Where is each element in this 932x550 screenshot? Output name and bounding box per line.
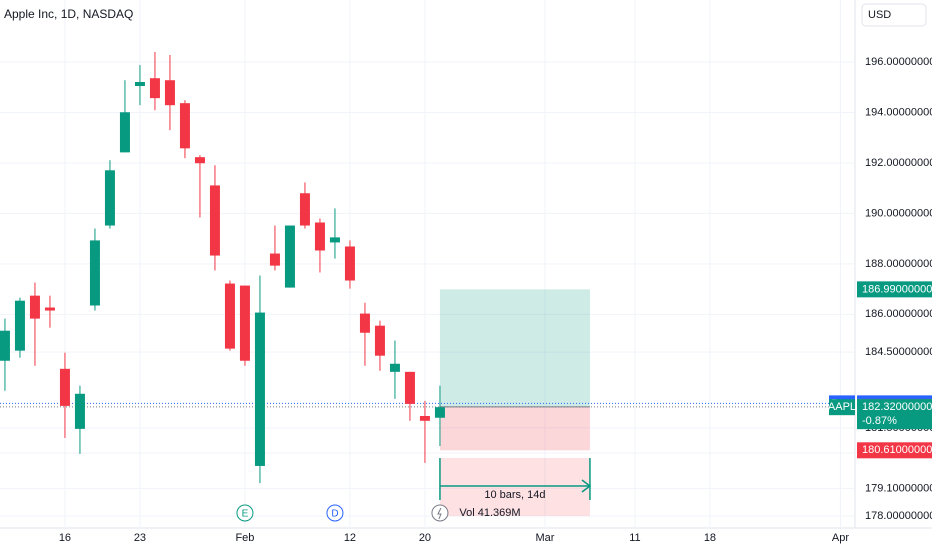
range-volume: Vol 41.369M: [459, 507, 520, 519]
range-info: 10 bars, 14d: [484, 489, 545, 501]
y-tick-label: 188.00000000: [865, 258, 932, 270]
price-label-name: AAPL: [828, 401, 856, 413]
y-tick-label: 179.10000000: [865, 482, 932, 494]
candle-body: [419, 415, 430, 421]
price-label-value: 180.61000000: [862, 444, 932, 456]
y-tick-label: 196.00000000: [865, 56, 932, 68]
price-label-flag: [829, 399, 855, 416]
candle-body: [104, 170, 115, 226]
x-tick-label: Feb: [235, 532, 254, 544]
candle-body: [404, 371, 415, 404]
candle-body: [134, 81, 145, 87]
candle-body: [14, 300, 25, 351]
candle-body: [374, 325, 385, 356]
x-tick-label: Mar: [535, 532, 554, 544]
event-label: E: [242, 509, 249, 520]
candle-body: [314, 222, 325, 251]
event-marker: [326, 504, 344, 522]
x-tick-label: 11: [629, 532, 640, 544]
range-box: [439, 458, 590, 516]
event-label: D: [331, 509, 338, 520]
price-label-value: 186.99000000: [862, 283, 932, 295]
y-tick-label: 186.00000000: [865, 308, 932, 320]
candle-body: [434, 407, 445, 418]
candle-body: [119, 112, 130, 153]
candle-body: [389, 363, 400, 372]
candle-body: [44, 307, 55, 311]
event-marker: [236, 504, 254, 522]
candle-body: [224, 283, 235, 349]
y-tick-label: 190.00000000: [865, 207, 932, 219]
y-tick-label: 192.00000000: [865, 157, 932, 169]
candle-body: [29, 295, 40, 319]
x-tick-label: 23: [134, 532, 146, 544]
candle-body: [164, 80, 175, 106]
x-tick-label: 18: [704, 532, 716, 544]
candle-body: [359, 313, 370, 333]
candle-body: [0, 330, 10, 361]
x-tick-label: 20: [419, 532, 431, 544]
event-marker: [431, 504, 449, 522]
candle-body: [59, 368, 70, 406]
price-label-box: [857, 399, 932, 430]
candle-body: [269, 253, 280, 266]
candle-body: [239, 285, 250, 361]
arrow-head: [581, 479, 592, 493]
grid: [0, 0, 855, 528]
stop-zone: [439, 406, 590, 451]
candle-body: [179, 103, 190, 149]
candle-body: [149, 78, 160, 99]
candle-body: [89, 240, 100, 306]
candle-body: [299, 193, 310, 226]
x-tick-label: Apr: [832, 532, 849, 544]
currency-button[interactable]: [861, 3, 927, 27]
candle-body: [209, 185, 220, 256]
plot: [0, 51, 855, 516]
candle-body: [284, 225, 295, 288]
y-tick-label: 194.00000000: [865, 106, 932, 118]
price-label-value: 182.32000000: [862, 401, 932, 413]
candle-body: [254, 312, 265, 466]
x-tick-label: 16: [59, 532, 71, 544]
price-label-box: [857, 281, 932, 298]
chart-title: Apple Inc, 1D, NASDAQ: [4, 7, 133, 21]
y-tick-label: 184.50000000: [865, 346, 932, 358]
price-label-change: -0.87%: [862, 415, 897, 427]
y-tick-label: 178.00000000: [865, 510, 932, 522]
candle-body: [344, 246, 355, 281]
event-icon: [437, 507, 442, 520]
price-label-box: [857, 442, 932, 459]
candle-body: [74, 393, 85, 429]
candle-body: [329, 237, 340, 243]
target-zone: [439, 289, 590, 407]
currency[interactable]: USD: [868, 9, 891, 21]
x-tick-label: 12: [344, 532, 356, 544]
candle-body: [194, 157, 205, 164]
